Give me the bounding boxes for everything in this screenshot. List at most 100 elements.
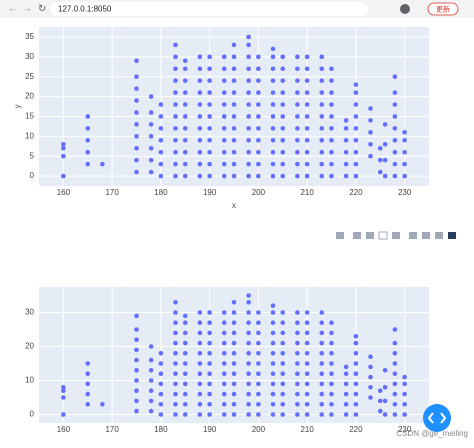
point	[61, 145, 66, 151]
point	[246, 310, 251, 315]
point	[304, 90, 310, 95]
point	[270, 330, 276, 336]
point	[85, 149, 91, 155]
point	[85, 137, 91, 143]
point	[270, 412, 276, 417]
point	[173, 114, 178, 119]
point	[197, 320, 203, 326]
modebar-button[interactable]	[392, 232, 400, 239]
point	[295, 320, 300, 326]
point	[85, 371, 91, 377]
point	[319, 412, 325, 417]
point	[295, 54, 300, 60]
point	[173, 42, 178, 48]
point	[353, 126, 359, 131]
point	[353, 361, 359, 366]
point	[343, 173, 349, 179]
point	[158, 351, 164, 356]
point	[256, 412, 261, 417]
point	[270, 361, 276, 366]
point	[280, 402, 286, 407]
point	[382, 412, 388, 417]
point	[402, 381, 407, 387]
modebar-button[interactable]	[366, 232, 374, 239]
point	[377, 157, 383, 163]
point	[158, 161, 164, 167]
point	[134, 86, 139, 91]
point	[280, 320, 286, 326]
point	[182, 126, 188, 131]
point	[207, 102, 212, 107]
point	[182, 58, 188, 64]
point	[173, 54, 178, 60]
point	[182, 381, 188, 387]
point	[256, 391, 261, 397]
address-bar[interactable]	[50, 2, 368, 16]
point	[368, 374, 373, 380]
update-button[interactable]	[427, 2, 459, 16]
point	[270, 303, 276, 309]
point	[148, 145, 154, 151]
modebar-button[interactable]	[409, 232, 417, 239]
point	[270, 402, 276, 407]
point	[353, 137, 359, 143]
point	[304, 78, 310, 83]
back-button[interactable]: ←	[8, 4, 18, 15]
point	[148, 110, 154, 115]
reload-button[interactable]: ↻	[38, 4, 46, 15]
point	[256, 351, 261, 356]
modebar-button[interactable]	[378, 231, 388, 240]
point	[197, 173, 203, 179]
point	[392, 381, 398, 387]
point	[392, 371, 398, 377]
point	[368, 153, 373, 159]
point	[85, 161, 91, 167]
point	[402, 137, 407, 143]
point	[231, 300, 237, 305]
point	[329, 391, 334, 397]
point	[246, 102, 251, 107]
point	[304, 361, 310, 366]
point	[221, 126, 227, 131]
point	[280, 391, 286, 397]
point	[304, 114, 310, 119]
point	[182, 114, 188, 119]
point	[197, 351, 203, 356]
point	[280, 310, 286, 315]
point	[197, 149, 203, 155]
point	[280, 78, 286, 83]
modebar-button[interactable]	[448, 232, 456, 239]
point	[319, 114, 325, 119]
point	[329, 137, 334, 143]
point	[134, 169, 139, 175]
point	[256, 66, 261, 72]
point	[207, 351, 212, 356]
point	[246, 54, 251, 60]
point	[353, 340, 359, 346]
modebar-button[interactable]	[353, 232, 361, 239]
point	[207, 361, 212, 366]
point	[304, 126, 310, 131]
x-tick-label: 180	[154, 188, 168, 197]
point	[197, 161, 203, 167]
modebar-button[interactable]	[435, 232, 443, 239]
point	[231, 412, 237, 417]
forward-button[interactable]: →	[22, 4, 32, 15]
point	[246, 371, 251, 377]
modebar-button[interactable]	[336, 232, 344, 239]
x-tick-label: 170	[105, 188, 119, 197]
point	[402, 130, 407, 135]
point	[329, 102, 334, 107]
floating-button[interactable]	[423, 404, 451, 432]
point	[319, 126, 325, 131]
point	[256, 381, 261, 387]
point	[382, 385, 388, 390]
point	[343, 149, 349, 155]
point	[158, 137, 164, 143]
point	[246, 137, 251, 143]
point	[231, 310, 237, 315]
point	[270, 102, 276, 107]
point	[246, 300, 251, 305]
modebar-button[interactable]	[422, 232, 430, 239]
profile-icon[interactable]	[400, 4, 410, 14]
